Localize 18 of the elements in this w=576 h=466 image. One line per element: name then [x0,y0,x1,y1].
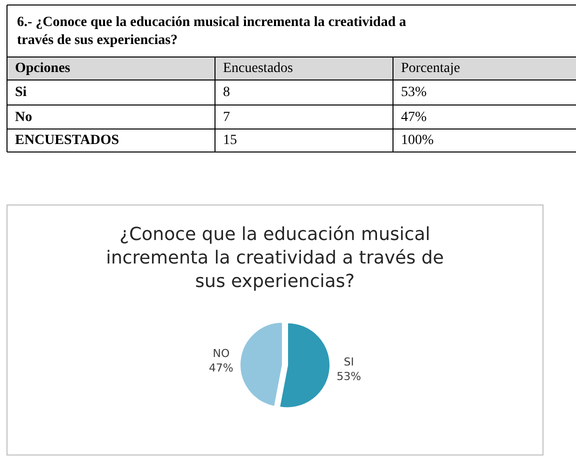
text: No [15,110,32,125]
text: Opciones [15,61,71,76]
text: 100% [401,133,434,148]
text: Si [15,85,27,100]
text: 8 [223,85,230,100]
slice-label: SI [344,356,354,369]
text: 47% [401,110,427,125]
text: Encuestados [223,61,293,76]
text: Porcentaje [401,61,460,76]
text: ENCUESTADOS [15,133,120,148]
chart-title: ¿Conoce que la educación musical incrementa la creatividad a través de sus experiencias? [106,224,444,292]
data-label: 47% [208,361,234,374]
text: 7 [223,110,230,125]
data-label: 53% [336,370,362,384]
text: 53% [401,85,427,100]
text: 15 [223,133,237,148]
text: 6.- ¿Conoce que la educación musical incrementa la creatividad a través de sus experiencias? [17,15,406,48]
slice-label: NO [212,346,230,360]
